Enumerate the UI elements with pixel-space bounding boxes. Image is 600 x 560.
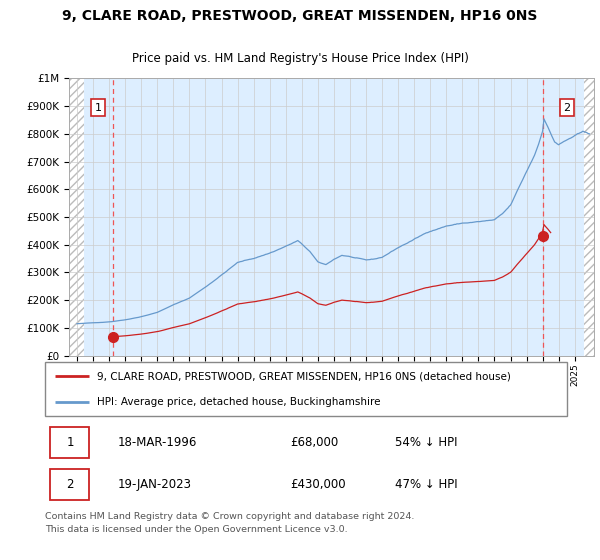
Text: 1: 1 bbox=[67, 436, 74, 449]
Bar bbox=[584, 78, 594, 356]
Text: 18-MAR-1996: 18-MAR-1996 bbox=[118, 436, 197, 449]
Text: 9, CLARE ROAD, PRESTWOOD, GREAT MISSENDEN, HP16 0NS (detached house): 9, CLARE ROAD, PRESTWOOD, GREAT MISSENDE… bbox=[97, 371, 511, 381]
FancyBboxPatch shape bbox=[50, 469, 89, 500]
Text: 2: 2 bbox=[563, 102, 570, 113]
FancyBboxPatch shape bbox=[45, 362, 567, 416]
Text: HPI: Average price, detached house, Buckinghamshire: HPI: Average price, detached house, Buck… bbox=[97, 397, 381, 407]
FancyBboxPatch shape bbox=[50, 427, 89, 458]
Text: Price paid vs. HM Land Registry's House Price Index (HPI): Price paid vs. HM Land Registry's House … bbox=[131, 52, 469, 66]
Text: £68,000: £68,000 bbox=[290, 436, 338, 449]
Text: 54% ↓ HPI: 54% ↓ HPI bbox=[395, 436, 457, 449]
Text: 1: 1 bbox=[94, 102, 101, 113]
Text: 19-JAN-2023: 19-JAN-2023 bbox=[118, 478, 192, 491]
Text: 2: 2 bbox=[67, 478, 74, 491]
Text: 47% ↓ HPI: 47% ↓ HPI bbox=[395, 478, 457, 491]
Text: Contains HM Land Registry data © Crown copyright and database right 2024.
This d: Contains HM Land Registry data © Crown c… bbox=[45, 512, 415, 534]
Text: 9, CLARE ROAD, PRESTWOOD, GREAT MISSENDEN, HP16 0NS: 9, CLARE ROAD, PRESTWOOD, GREAT MISSENDE… bbox=[62, 9, 538, 23]
Text: £430,000: £430,000 bbox=[290, 478, 346, 491]
Bar bbox=[69, 78, 84, 356]
